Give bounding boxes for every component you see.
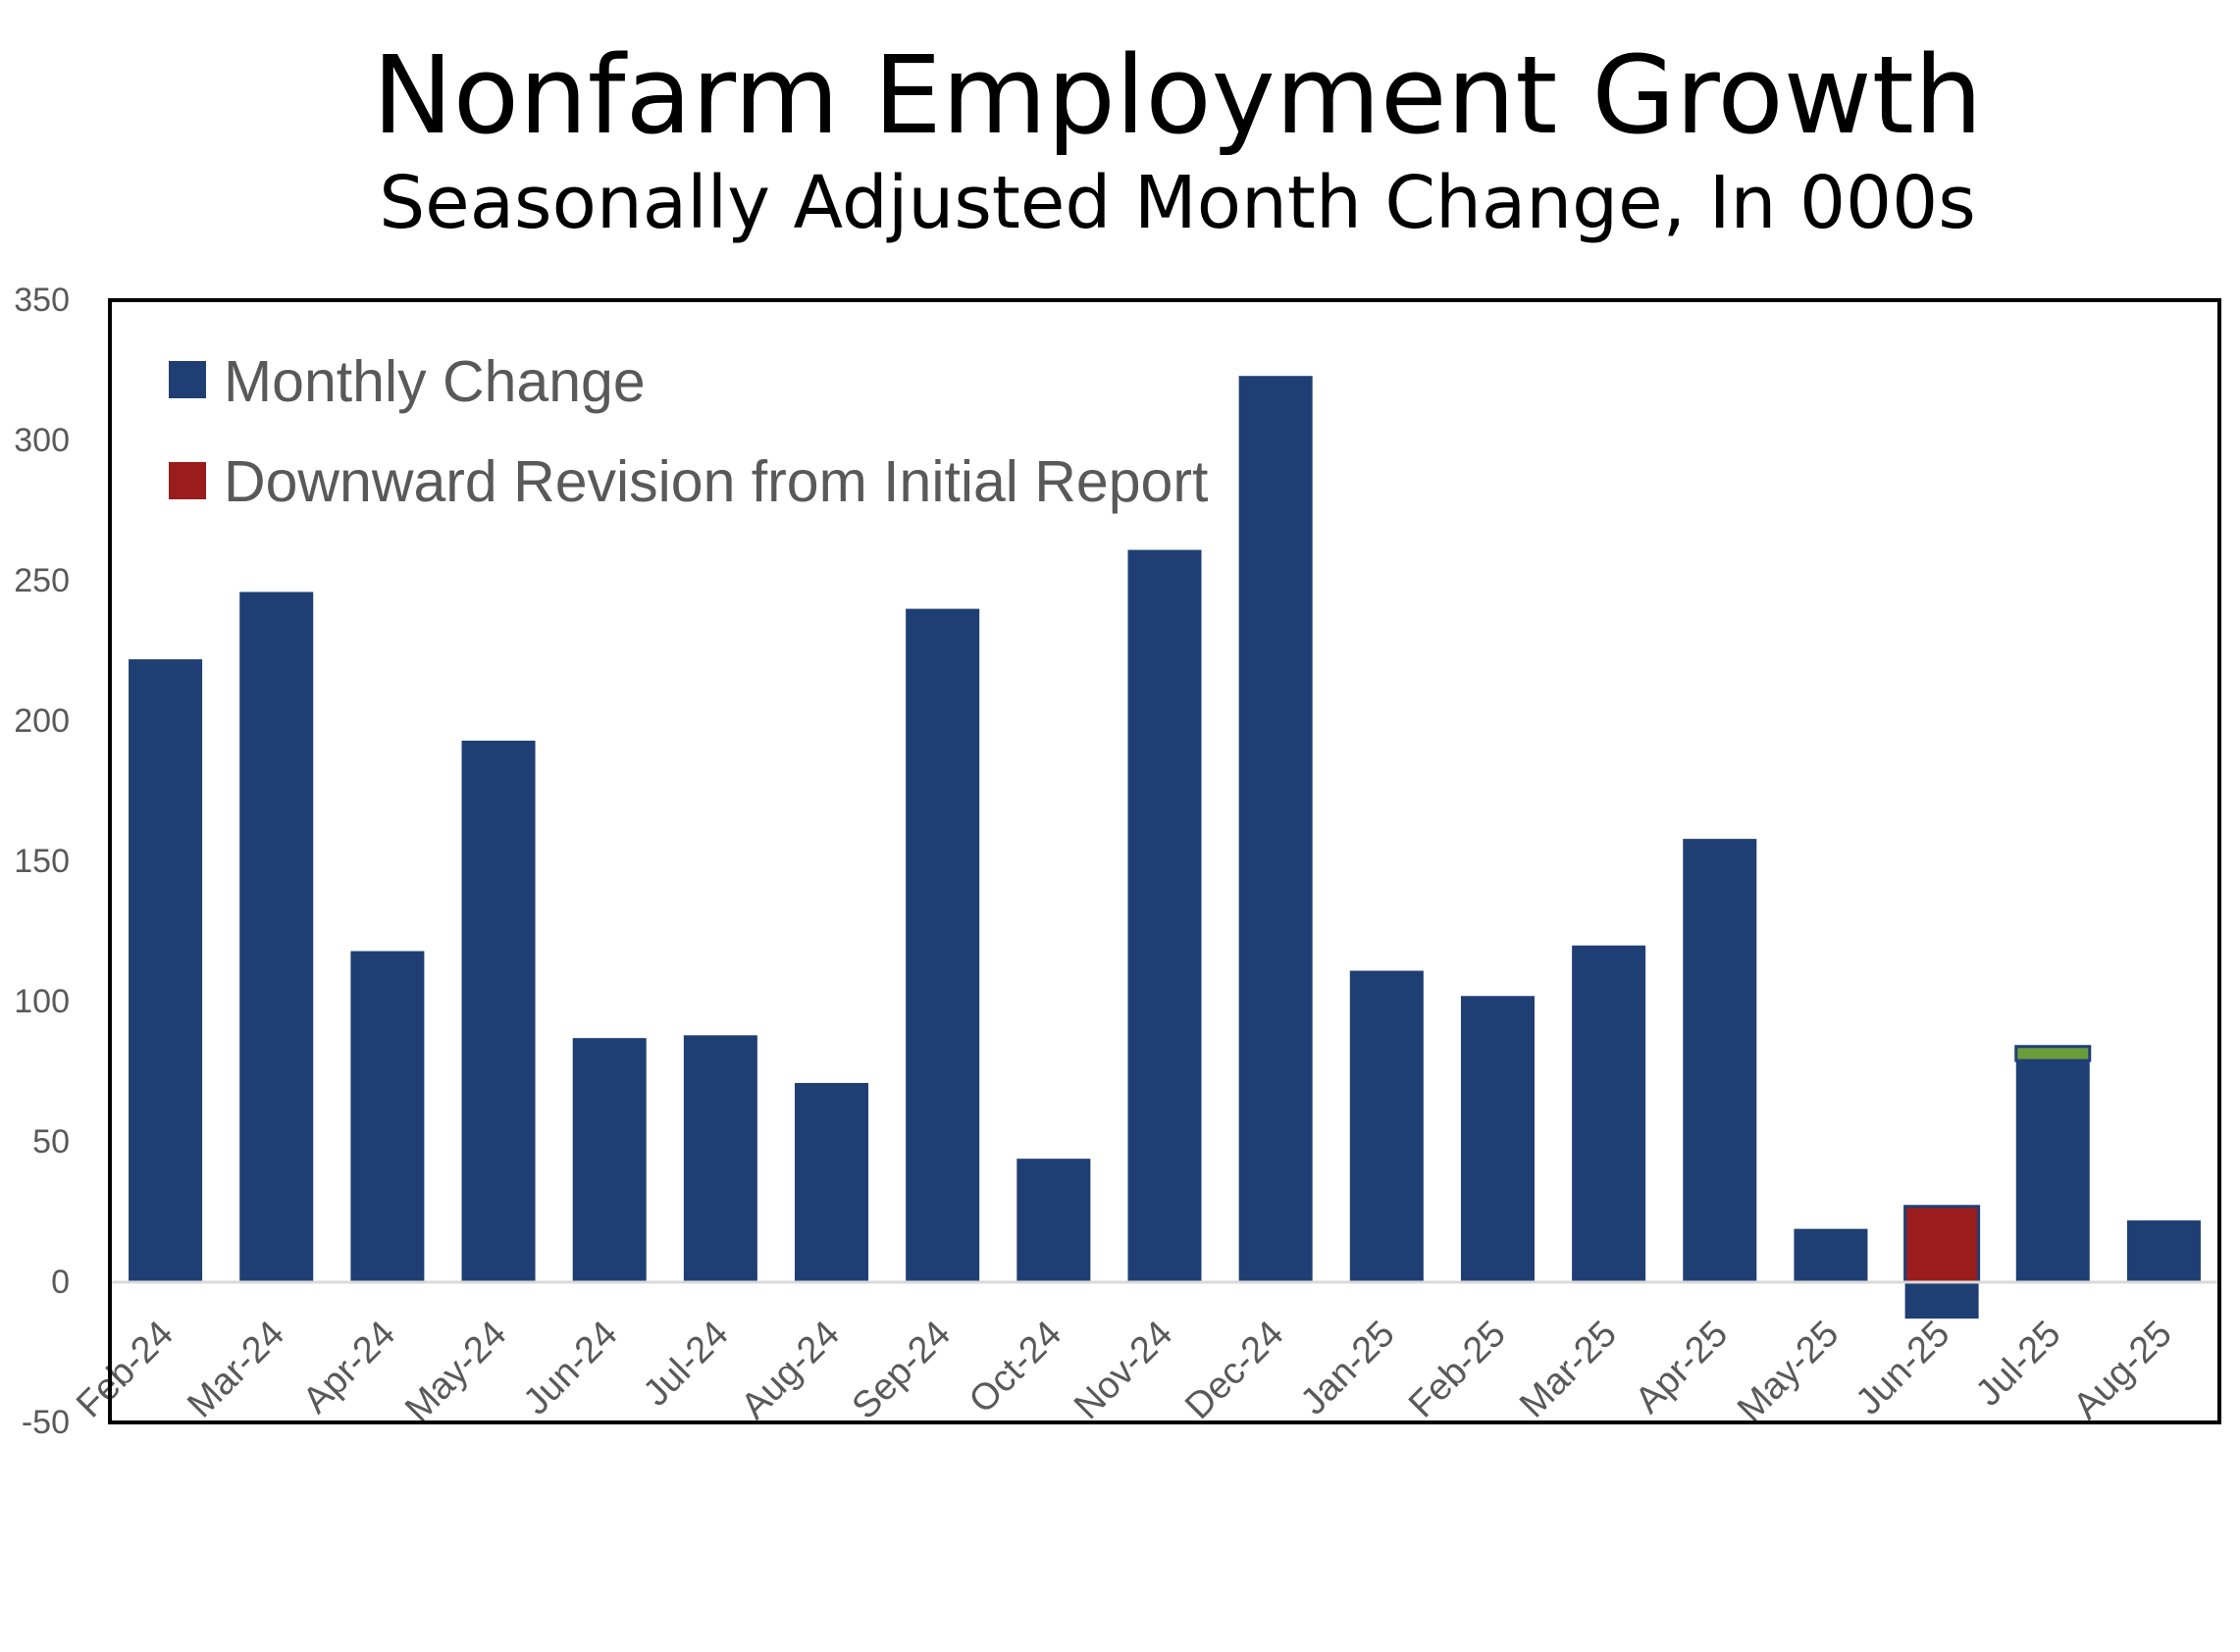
legend-swatch-downward-revision: [169, 462, 206, 499]
bar-monthly-change-dec-24: [1238, 376, 1313, 1283]
bar-monthly-change-jul-24: [683, 1035, 757, 1282]
bar-monthly-change-apr-24: [350, 951, 425, 1282]
y-tick-label-200: 200: [14, 702, 70, 740]
chart-title: Nonfarm Employment Growth: [372, 32, 1982, 158]
bar-monthly-change-oct-24: [1016, 1159, 1091, 1282]
y-tick-label-0: 0: [51, 1264, 70, 1301]
y-axis-tick-labels: 350 300 250 200 150 100 50 0 -50: [14, 282, 70, 1441]
bar-upward-revision-jul-25: [2014, 1045, 2092, 1062]
bar-monthly-change-mar-24: [239, 592, 314, 1282]
legend-label-downward-revision: Downward Revision from Initial Report: [224, 449, 1208, 514]
bar-monthly-change-may-24: [461, 741, 536, 1282]
bar-monthly-change-jun-25: [1904, 1282, 1979, 1319]
y-tick-label-minus-50: -50: [22, 1404, 70, 1441]
bar-monthly-change-jan-25: [1349, 970, 1424, 1282]
bar-monthly-change-apr-25: [1683, 839, 1757, 1282]
legend: Monthly Change Downward Revision from In…: [169, 349, 1208, 514]
bar-downward-revision-jun-25: [1903, 1205, 1981, 1284]
legend-label-monthly-change: Monthly Change: [224, 349, 646, 414]
y-tick-label-150: 150: [14, 843, 70, 880]
bar-monthly-change-sep-24: [906, 608, 980, 1282]
bar-monthly-change-jun-24: [572, 1038, 647, 1282]
y-tick-label-300: 300: [14, 422, 70, 459]
bar-monthly-change-may-25: [1794, 1228, 1868, 1282]
bar-monthly-change-feb-25: [1460, 996, 1535, 1282]
bar-monthly-change-aug-24: [795, 1082, 869, 1282]
y-tick-label-50: 50: [32, 1123, 70, 1161]
bar-monthly-change-nov-24: [1127, 549, 1202, 1282]
y-tick-label-350: 350: [14, 282, 70, 319]
plot-border: [108, 298, 2221, 1424]
y-tick-label-100: 100: [14, 983, 70, 1020]
chart-subtitle: Seasonally Adjusted Month Change, In 000…: [379, 161, 1976, 245]
bar-monthly-change-feb-24: [129, 659, 203, 1282]
legend-swatch-monthly-change: [169, 361, 206, 398]
bar-monthly-change-aug-25: [2126, 1220, 2201, 1282]
bars-group: [129, 376, 2201, 1319]
bar-monthly-change-mar-25: [1572, 945, 1646, 1282]
y-tick-label-250: 250: [14, 562, 70, 599]
bar-monthly-change-jul-25: [2015, 1060, 2090, 1282]
